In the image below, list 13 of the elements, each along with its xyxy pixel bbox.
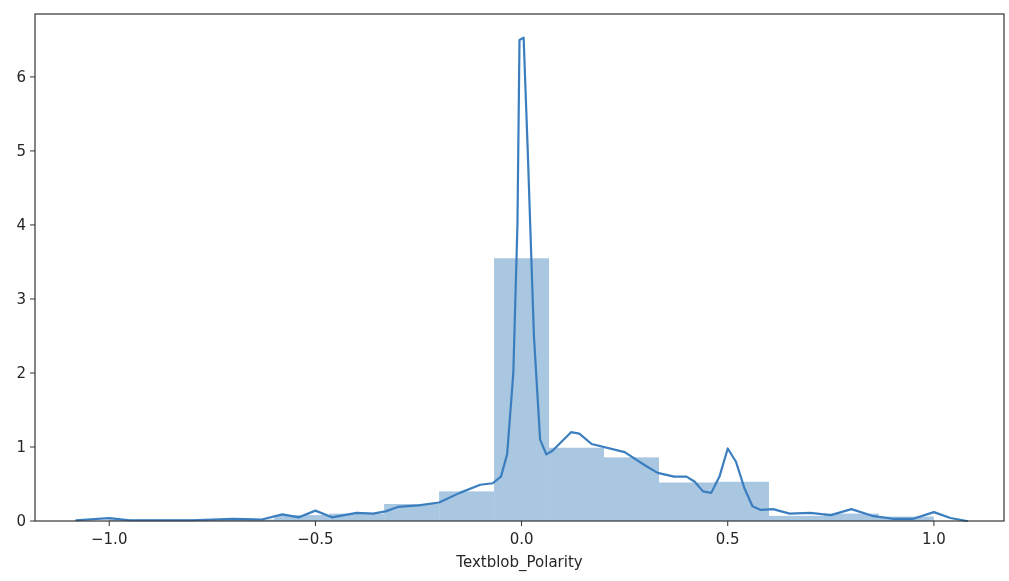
x-tick-label: 0.5 bbox=[715, 530, 740, 548]
y-tick-label: 4 bbox=[16, 216, 26, 235]
y-tick-label: 5 bbox=[16, 142, 26, 161]
x-tick-label: −1.0 bbox=[91, 530, 128, 548]
y-tick-label: 6 bbox=[16, 68, 26, 87]
y-tick-label: 2 bbox=[16, 364, 26, 383]
x-tick-label: 1.0 bbox=[921, 530, 946, 548]
y-tick-label: 0 bbox=[16, 512, 26, 531]
y-tick-label: 1 bbox=[16, 438, 26, 457]
x-tick-label: −0.5 bbox=[297, 530, 334, 548]
y-tick-label: 3 bbox=[16, 290, 26, 309]
x-tick-label: 0.0 bbox=[509, 530, 534, 548]
x-axis-title: Textblob_Polarity bbox=[455, 553, 583, 572]
